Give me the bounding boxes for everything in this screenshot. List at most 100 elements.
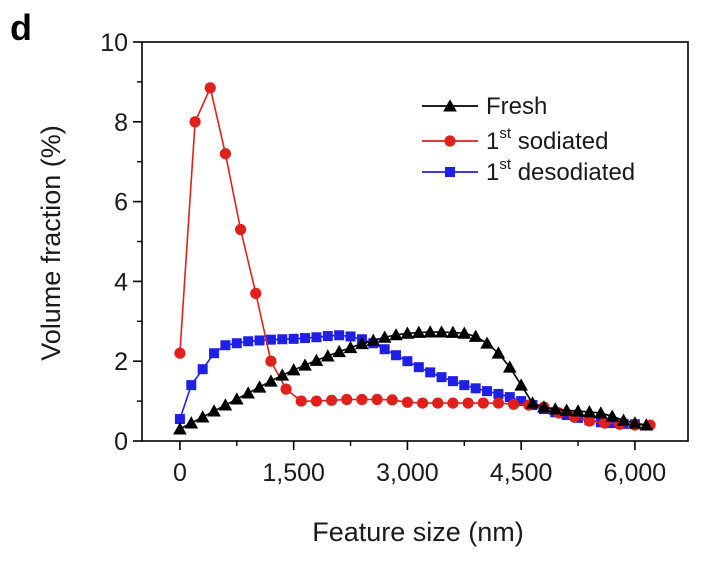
data-point bbox=[468, 329, 483, 342]
data-point bbox=[593, 406, 608, 419]
data-point bbox=[559, 403, 574, 416]
data-point bbox=[355, 336, 369, 350]
legend-label-part: desodiated bbox=[511, 159, 635, 186]
data-point bbox=[470, 383, 481, 394]
data-point bbox=[525, 396, 540, 409]
data-point bbox=[218, 398, 233, 411]
y-tick-label: 8 bbox=[114, 109, 128, 137]
legend-marker bbox=[445, 167, 455, 177]
data-point bbox=[207, 404, 221, 417]
data-point bbox=[391, 350, 402, 361]
data-point bbox=[300, 333, 311, 344]
data-point bbox=[371, 393, 383, 406]
data-point bbox=[174, 414, 185, 425]
data-point bbox=[197, 364, 208, 375]
data-point bbox=[186, 380, 197, 391]
data-point bbox=[250, 287, 262, 299]
data-point bbox=[252, 380, 267, 393]
data-point bbox=[243, 336, 254, 347]
legend-label-part: 1 bbox=[486, 159, 499, 186]
legend-item: 1st desodiated bbox=[422, 156, 635, 186]
data-point bbox=[400, 326, 415, 339]
legend-item: 1st sodiated bbox=[422, 125, 608, 155]
data-point bbox=[209, 348, 220, 359]
series-layer bbox=[173, 82, 656, 435]
data-point bbox=[343, 340, 358, 354]
data-point bbox=[280, 383, 292, 395]
legend-marker bbox=[443, 99, 457, 112]
data-point bbox=[341, 393, 353, 406]
data-point bbox=[286, 363, 301, 376]
y-tick-label: 4 bbox=[114, 268, 128, 296]
data-point bbox=[377, 330, 392, 343]
data-point bbox=[582, 405, 597, 418]
data-point bbox=[295, 395, 307, 407]
data-point bbox=[639, 418, 654, 431]
data-point bbox=[334, 330, 345, 341]
x-tick-label: 4,500 bbox=[490, 459, 553, 487]
plot-frame bbox=[141, 41, 689, 442]
data-point bbox=[493, 388, 504, 399]
legend-label-part: 1 bbox=[486, 128, 499, 155]
legend-marker bbox=[444, 135, 456, 147]
x-tick-label: 0 bbox=[173, 459, 187, 487]
data-point bbox=[459, 380, 470, 391]
data-point bbox=[204, 82, 216, 94]
data-point bbox=[264, 374, 278, 387]
data-point bbox=[628, 416, 642, 429]
data-point bbox=[298, 358, 312, 371]
x-tick-label: 3,000 bbox=[376, 459, 439, 487]
data-point bbox=[195, 410, 210, 423]
data-point bbox=[386, 394, 398, 406]
y-tick-label: 0 bbox=[114, 428, 128, 456]
legend-label: 1st desodiated bbox=[486, 156, 635, 186]
data-point bbox=[537, 400, 551, 413]
data-point bbox=[288, 333, 299, 344]
data-point bbox=[254, 335, 265, 346]
data-point bbox=[332, 344, 346, 358]
data-point bbox=[275, 368, 290, 381]
data-point bbox=[434, 325, 449, 338]
data-point bbox=[491, 346, 506, 359]
data-point bbox=[309, 353, 324, 366]
data-point bbox=[320, 349, 335, 362]
data-point bbox=[325, 394, 338, 406]
data-point bbox=[265, 355, 277, 367]
data-point bbox=[401, 396, 414, 408]
data-point bbox=[477, 397, 489, 409]
data-point bbox=[425, 367, 436, 378]
data-point bbox=[447, 397, 459, 409]
data-point bbox=[571, 404, 585, 417]
data-point bbox=[402, 356, 413, 367]
data-point bbox=[492, 397, 505, 409]
axes: 0 2 4 6 8 10 0 1,500 3,000 4,500 6,000 bbox=[100, 29, 689, 487]
data-point bbox=[189, 116, 201, 128]
y-axis-title: Volume fraction (%) bbox=[36, 125, 66, 361]
data-point bbox=[322, 331, 333, 342]
data-point bbox=[174, 347, 186, 359]
legend-label-superscript: st bbox=[499, 156, 512, 173]
data-point bbox=[345, 331, 356, 342]
x-tick-label: 6,000 bbox=[604, 459, 667, 487]
data-point bbox=[502, 360, 517, 373]
data-point bbox=[413, 362, 424, 373]
series-triangle bbox=[173, 325, 654, 435]
data-point bbox=[356, 393, 368, 406]
data-point bbox=[231, 338, 242, 349]
data-point bbox=[446, 325, 460, 338]
data-point bbox=[241, 386, 255, 399]
data-point bbox=[482, 386, 493, 397]
legend-label: 1st sodiated bbox=[486, 125, 608, 155]
panel-label: d bbox=[10, 7, 32, 48]
y-tick-label: 10 bbox=[100, 29, 128, 57]
data-point bbox=[480, 336, 494, 349]
data-point bbox=[379, 344, 390, 355]
data-point bbox=[219, 148, 232, 160]
data-point bbox=[447, 376, 458, 387]
data-point bbox=[229, 392, 244, 405]
x-tick-label: 1,500 bbox=[262, 459, 325, 487]
data-point bbox=[548, 402, 563, 415]
legend-label-part: Fresh bbox=[486, 93, 547, 120]
